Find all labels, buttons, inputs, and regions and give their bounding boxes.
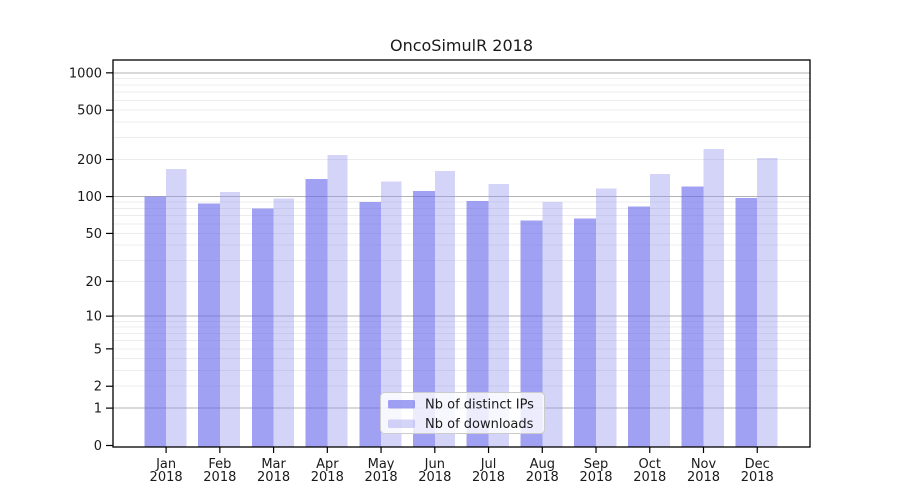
- bar-distinct-ips-sep: [574, 218, 597, 447]
- y-tick-label-20: 20: [85, 275, 102, 290]
- y-tick-label-5: 5: [94, 342, 102, 357]
- x-tick-label-year-jul: 2018: [472, 470, 505, 485]
- x-tick-label-year-jun: 2018: [418, 470, 451, 485]
- x-tick-label-month-mar: Mar: [261, 457, 286, 472]
- x-tick-label-month-jul: Jul: [480, 457, 497, 472]
- x-tick-label-month-feb: Feb: [208, 457, 231, 472]
- bar-distinct-ips-aug: [520, 220, 543, 447]
- bar-downloads-may: [381, 181, 402, 447]
- bar-distinct-ips-jan: [144, 196, 167, 447]
- bar-downloads-feb: [219, 191, 241, 447]
- y-tick-label-200: 200: [77, 153, 102, 168]
- x-tick-label-year-jan: 2018: [150, 470, 183, 485]
- bar-downloads-jan: [166, 169, 187, 448]
- bar-distinct-ips-dec: [735, 198, 758, 447]
- bar-downloads-oct: [649, 174, 671, 448]
- bar-downloads-jul: [488, 184, 509, 447]
- y-tick-label-50: 50: [85, 227, 102, 242]
- bar-distinct-ips-oct: [627, 206, 650, 447]
- x-tick-label-month-jan: Jan: [155, 457, 176, 472]
- legend-label-downloads: Nb of downloads: [425, 417, 534, 432]
- bar-distinct-ips-jun: [413, 190, 435, 447]
- bar-downloads-aug: [542, 202, 563, 447]
- y-tick-label-1: 1: [94, 402, 102, 417]
- chart-title: OncoSimulR 2018: [389, 36, 533, 55]
- y-tick-label-500: 500: [77, 104, 102, 119]
- x-tick-label-month-dec: Dec: [745, 457, 770, 472]
- bar-distinct-ips-feb: [198, 203, 220, 447]
- bar-downloads-mar: [273, 198, 294, 447]
- y-tick-label-1000: 1000: [69, 66, 102, 81]
- x-tick-label-year-nov: 2018: [687, 470, 720, 485]
- x-tick-label-month-oct: Oct: [639, 457, 661, 472]
- legend-box: [380, 392, 545, 434]
- bar-downloads-sep: [596, 188, 617, 447]
- x-tick-label-year-apr: 2018: [311, 470, 344, 485]
- x-tick-label-month-may: May: [368, 457, 395, 472]
- x-tick-label-month-aug: Aug: [530, 457, 555, 472]
- y-tick-label-100: 100: [77, 190, 102, 205]
- y-tick-label-10: 10: [85, 310, 102, 325]
- x-tick-label-year-sep: 2018: [579, 470, 612, 485]
- x-tick-label-year-feb: 2018: [203, 470, 236, 485]
- x-tick-label-year-aug: 2018: [526, 470, 559, 485]
- x-tick-label-month-nov: Nov: [691, 457, 717, 472]
- bar-distinct-ips-jul: [466, 201, 489, 447]
- plot-border: [112, 59, 811, 448]
- legend: Nb of distinct IPs Nb of downloads: [380, 392, 545, 434]
- x-tick-label-year-oct: 2018: [633, 470, 666, 485]
- x-tick-label-year-may: 2018: [365, 470, 398, 485]
- bar-downloads-nov: [703, 148, 724, 447]
- bar-distinct-ips-mar: [251, 208, 274, 447]
- bar-downloads-apr: [327, 155, 348, 447]
- bar-distinct-ips-apr: [305, 178, 328, 447]
- x-tick-label-month-apr: Apr: [316, 457, 339, 472]
- x-tick-label-month-jun: Jun: [424, 457, 445, 472]
- bar-distinct-ips-nov: [681, 186, 704, 447]
- legend-swatch-distinct-ips: [388, 400, 415, 409]
- bar-downloads-dec: [757, 158, 778, 448]
- x-tick-label-year-dec: 2018: [741, 470, 774, 485]
- y-tick-label-2: 2: [94, 380, 102, 395]
- legend-swatch-downloads: [388, 419, 415, 428]
- legend-label-distinct-ips: Nb of distinct IPs: [425, 398, 534, 413]
- x-tick-label-month-sep: Sep: [584, 457, 609, 472]
- y-tick-label-0: 0: [94, 439, 102, 454]
- bar-downloads-jun: [434, 171, 456, 447]
- bar-distinct-ips-may: [359, 202, 382, 447]
- x-tick-label-year-mar: 2018: [257, 470, 290, 485]
